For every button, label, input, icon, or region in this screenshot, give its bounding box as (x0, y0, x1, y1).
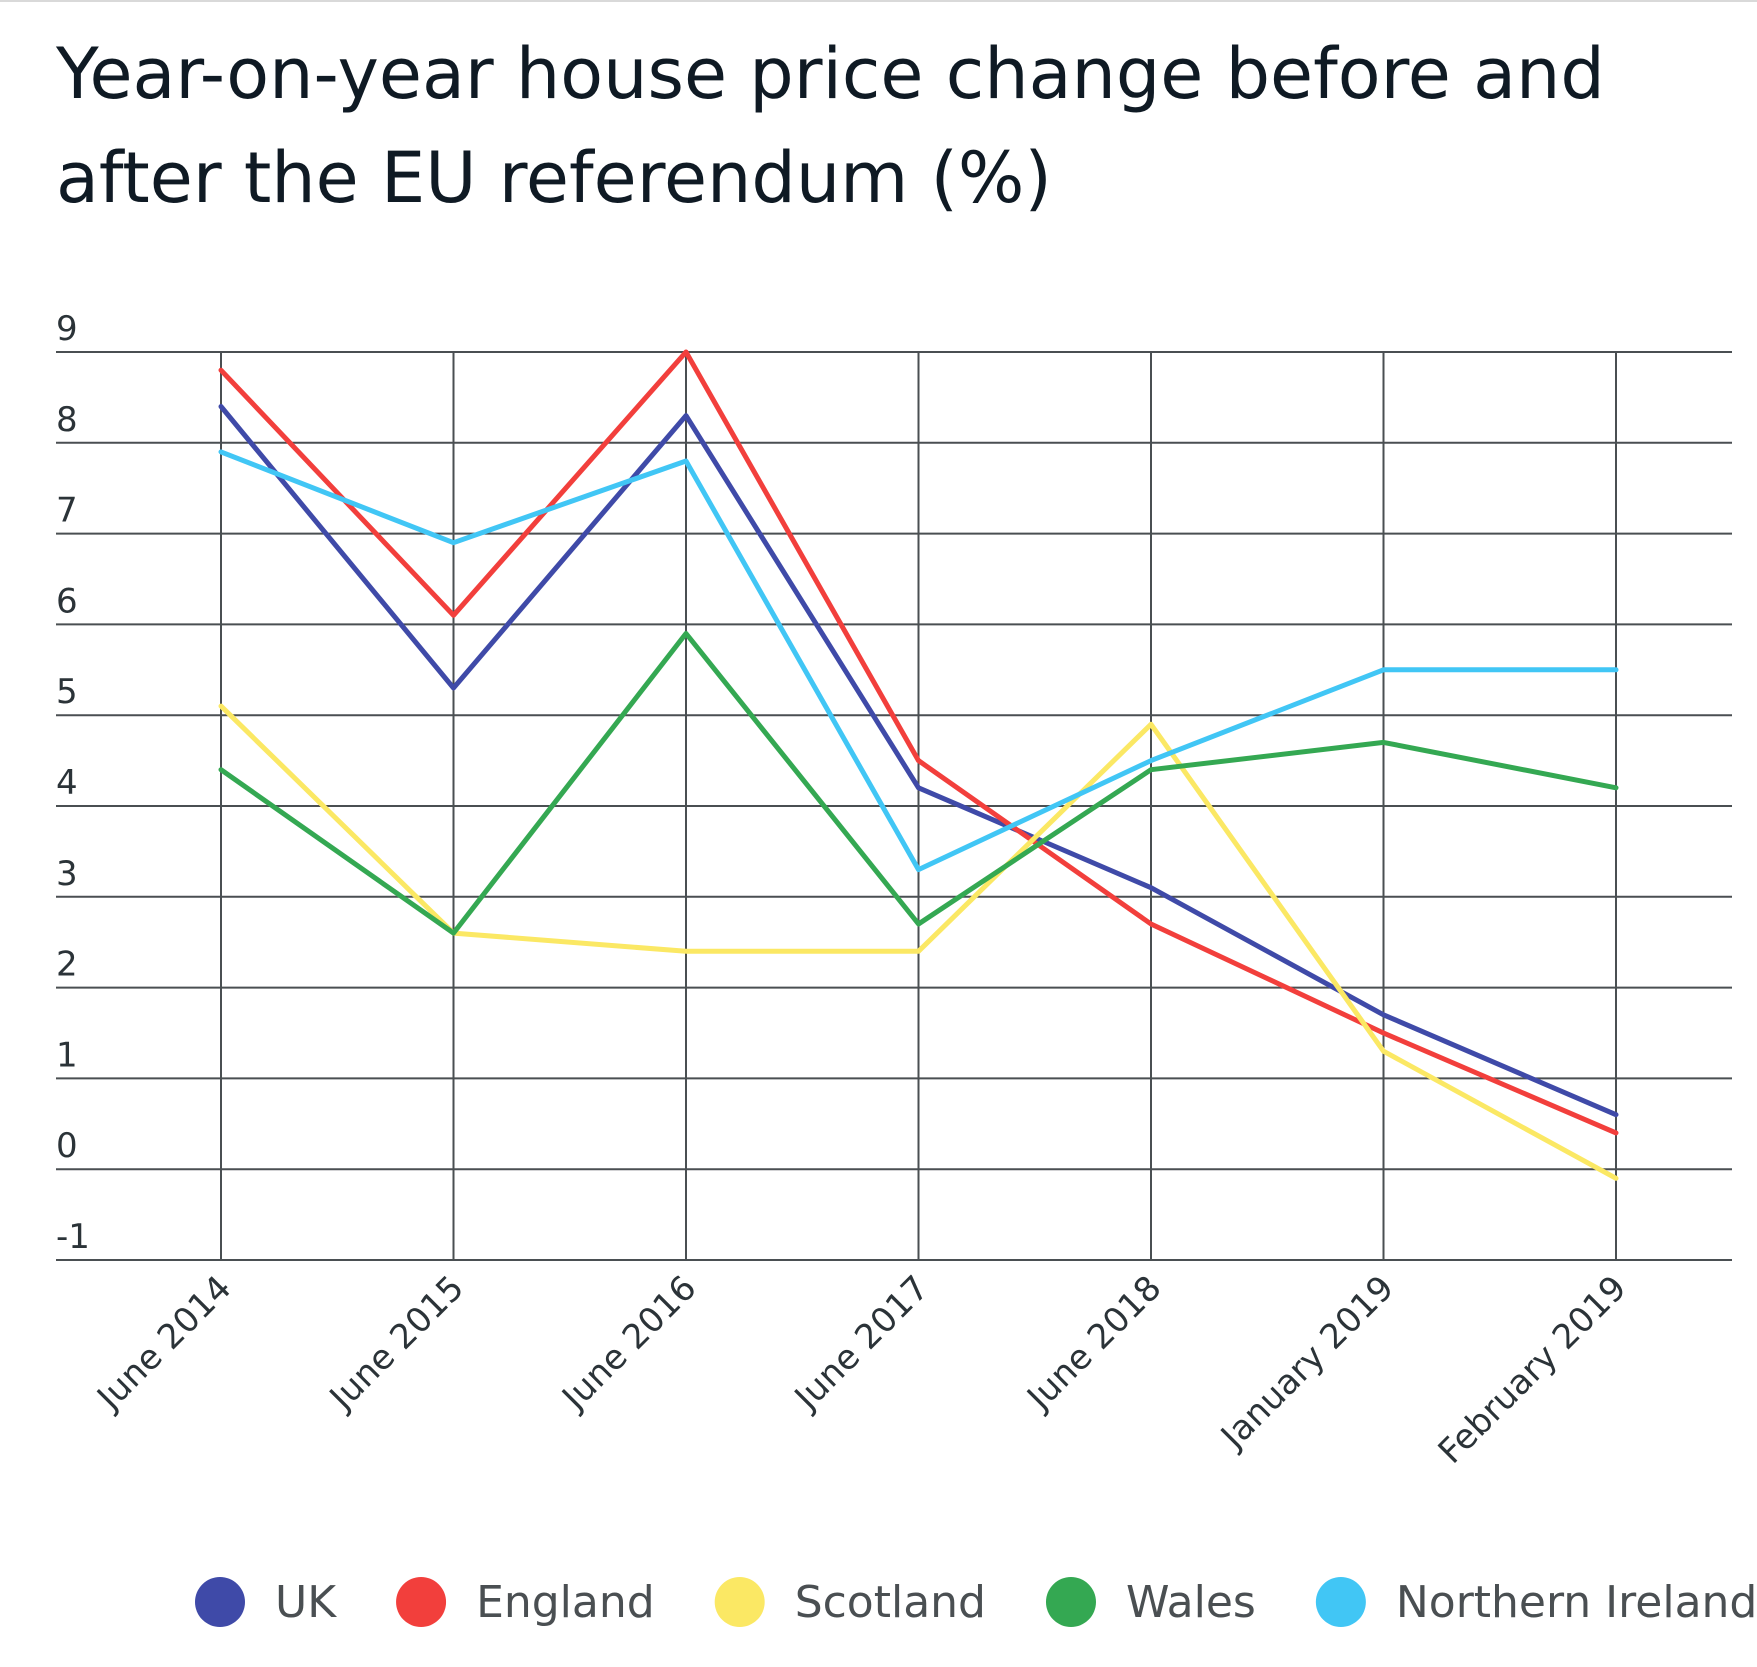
chart-title: Year-on-year house price change before a… (56, 22, 1696, 230)
y-tick-label: 9 (56, 309, 78, 349)
y-tick-label: 0 (56, 1126, 78, 1166)
legend-label-scotland: Scotland (795, 1577, 986, 1628)
x-tick-label: June 2016 (553, 1268, 704, 1419)
series-line-northern-ireland (218, 449, 1619, 873)
series-lines (218, 349, 1619, 1181)
x-tick-label: January 2019 (1212, 1268, 1402, 1458)
legend-item-northern-ireland: Northern Ireland (1315, 1577, 1757, 1628)
y-tick-label: 2 (56, 945, 78, 985)
series-line-uk (218, 404, 1619, 1118)
x-tick-label: June 2017 (786, 1268, 937, 1419)
legend-swatch-uk (195, 1577, 245, 1627)
top-border (0, 0, 1757, 2)
legend-label-wales: Wales (1126, 1577, 1256, 1628)
vertical-gridlines (220, 352, 1617, 1260)
legend-swatch-scotland (714, 1577, 765, 1627)
legend-label-england: England (476, 1577, 655, 1628)
y-tick-label: 8 (56, 400, 78, 440)
y-tick-label: 3 (56, 854, 78, 894)
x-tick-label: June 2015 (321, 1268, 472, 1419)
chart-title-line-2: after the EU referendum (%) (56, 137, 1052, 219)
legend-swatch-northern-ireland (1315, 1577, 1366, 1627)
x-tick-label: June 2018 (1018, 1268, 1169, 1419)
legend-swatch-england (396, 1577, 447, 1627)
x-tick-label: June 2014 (88, 1268, 239, 1419)
legend-label-northern-ireland: Northern Ireland (1396, 1577, 1757, 1628)
x-tick-label: February 2019 (1431, 1268, 1635, 1472)
legend-item-uk: UK (195, 1577, 337, 1628)
legend-label-uk: UK (275, 1577, 337, 1628)
legend-item-england: England (396, 1577, 655, 1628)
series-line-england (218, 349, 1619, 1136)
y-tick-label: 4 (56, 763, 78, 803)
y-tick-label: 1 (56, 1035, 78, 1075)
y-axis-tick-labels: 9 8 7 6 5 4 3 2 1 0 -1 (56, 309, 90, 1257)
y-tick-label: -1 (56, 1217, 90, 1257)
y-tick-label: 7 (56, 491, 78, 531)
y-tick-label: 6 (56, 581, 78, 621)
legend-item-wales: Wales (1045, 1577, 1256, 1628)
y-tick-label: 5 (56, 672, 78, 712)
x-axis-tick-labels: June 2014 June 2015 June 2016 June 2017 June… (88, 1268, 1634, 1472)
legend: UK England Scotland Wales Northern Ireland (195, 1577, 1757, 1628)
series-line-wales (218, 631, 1619, 936)
chart-title-line-1: Year-on-year house price change before a… (56, 33, 1605, 115)
legend-swatch-wales (1045, 1577, 1096, 1627)
legend-item-scotland: Scotland (714, 1577, 986, 1628)
